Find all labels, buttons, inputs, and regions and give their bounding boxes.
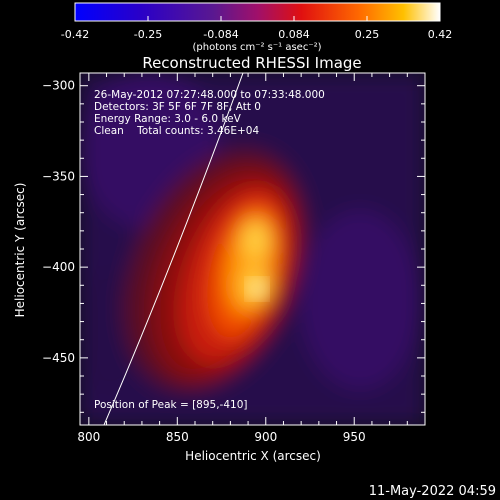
colorbar-tick-label-2: -0.084 xyxy=(203,28,238,41)
colorbar-tick-label-3: 0.084 xyxy=(278,28,310,41)
info-line-detectors: Detectors: 3F 5F 6F 7F 8F, Att 0 xyxy=(94,101,261,113)
heatmap-image xyxy=(80,73,425,425)
info-line-total-counts: Clean Total counts: 3.46E+04 xyxy=(94,125,259,137)
colorbar xyxy=(74,2,441,22)
x-tick-label: 850 xyxy=(166,430,189,444)
x-axis-label: Heliocentric X (arcsec) xyxy=(185,449,321,463)
peak-position-label: Position of Peak = [895,-410] xyxy=(94,399,248,411)
colorbar-unit-label: (photons cm⁻² s⁻¹ asec⁻²) xyxy=(192,42,321,53)
chart-title: Reconstructed RHESSI Image xyxy=(142,54,361,72)
y-tick-label: −350 xyxy=(42,169,75,183)
x-axis-ticks xyxy=(88,73,408,425)
y-axis-ticks xyxy=(80,85,425,413)
info-line-time-range: 26-May-2012 07:27:48.000 to 07:33:48.000 xyxy=(94,89,325,101)
colorbar-tick-label-5: 0.42 xyxy=(428,28,453,41)
y-tick-label: −300 xyxy=(42,79,75,93)
colorbar-ticks xyxy=(74,16,441,21)
solar-limb-curve xyxy=(103,73,244,425)
axis-tick-labels: 800 850 900 950 −300 −350 −400 −450 xyxy=(42,79,366,444)
info-line-energy-range: Energy Range: 3.0 - 6.0 keV xyxy=(94,113,242,125)
colorbar-tick-label-4: 0.25 xyxy=(355,28,380,41)
y-tick-label: −400 xyxy=(42,260,75,274)
colorbar-tick-label-1: -0.25 xyxy=(134,28,162,41)
footer-timestamp: 11-May-2022 04:59 xyxy=(369,484,496,499)
x-tick-label: 900 xyxy=(254,430,277,444)
colorbar-tick-label-0: -0.42 xyxy=(61,28,89,41)
y-tick-label: −450 xyxy=(42,351,75,365)
y-axis-label: Heliocentric Y (arcsec) xyxy=(13,183,27,318)
x-tick-label: 950 xyxy=(343,430,366,444)
x-tick-label: 800 xyxy=(77,430,100,444)
